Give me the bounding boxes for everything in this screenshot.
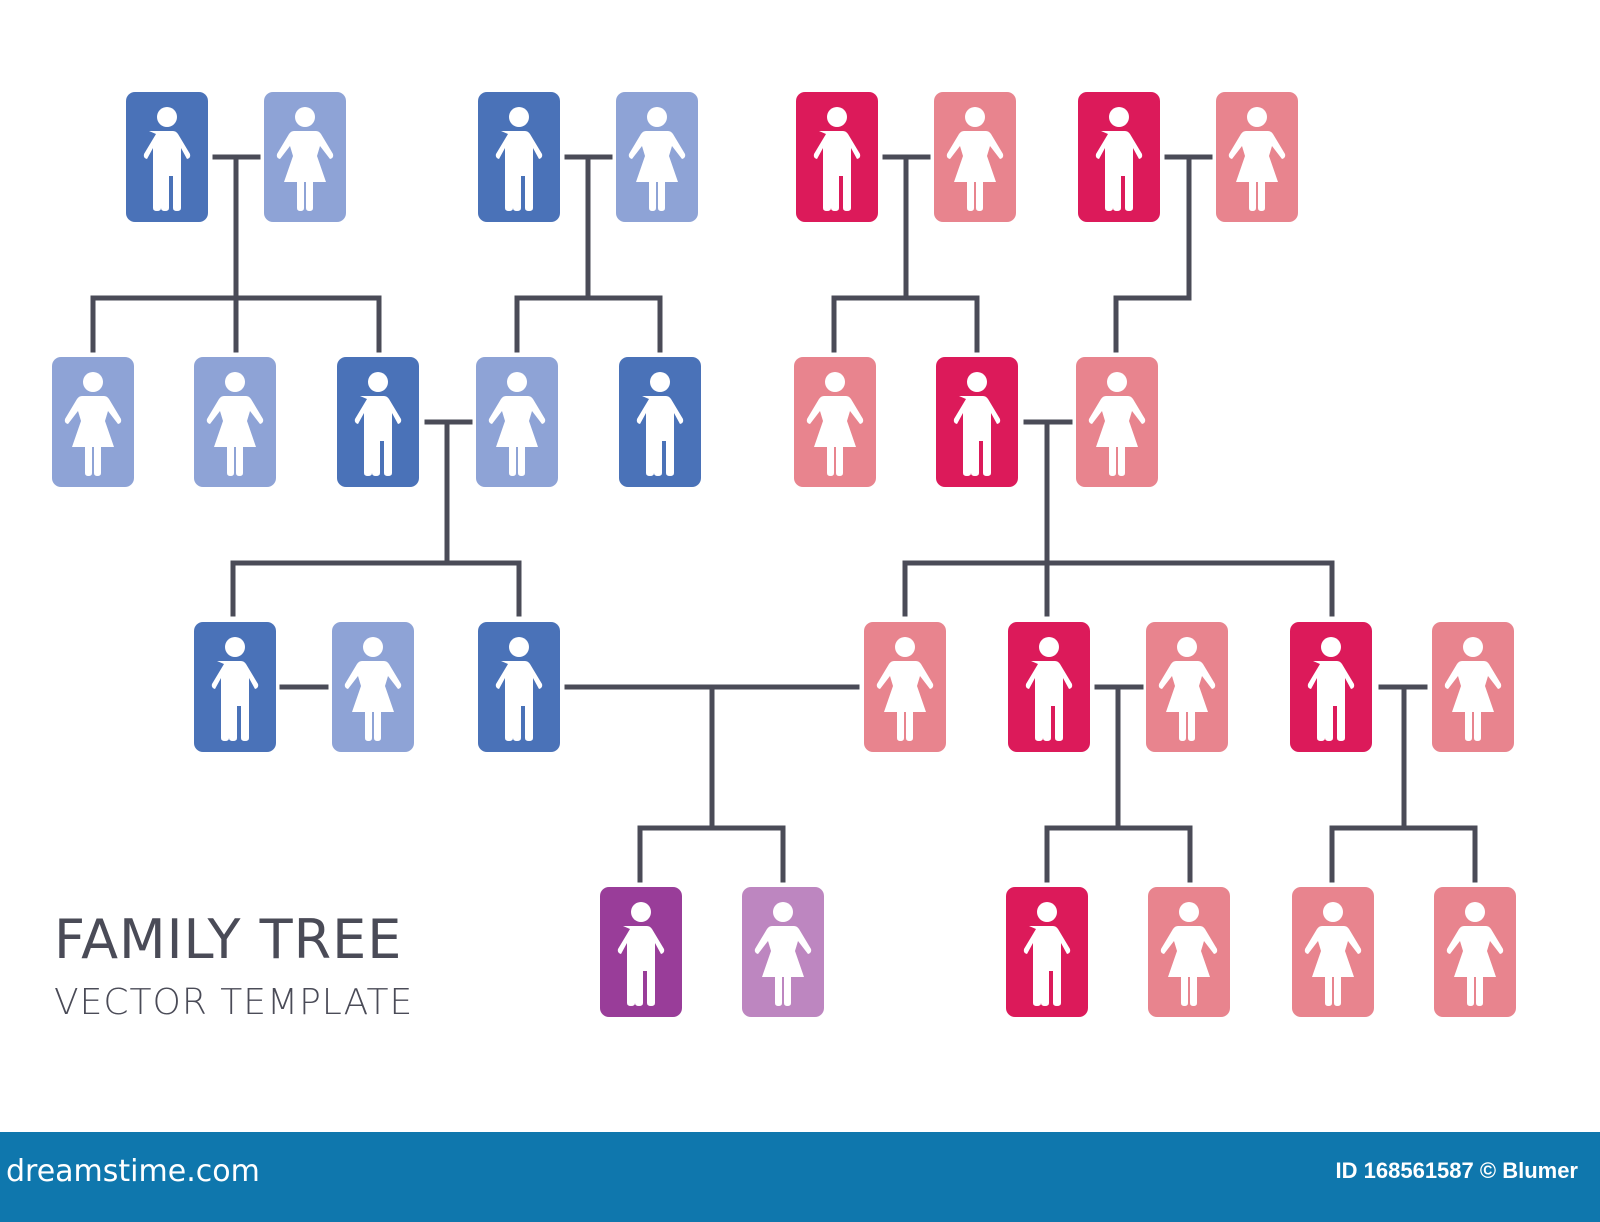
connector-lines [90, 154, 1478, 883]
person-card-female [1216, 92, 1298, 222]
person-card-male [337, 357, 419, 487]
person-card-female [194, 357, 276, 487]
person-card-male [619, 357, 701, 487]
family-tree-diagram [52, 92, 1516, 1017]
person-card-male [1078, 92, 1160, 222]
person-card-male [478, 92, 560, 222]
person-card-female [1076, 357, 1158, 487]
person-card-female [742, 887, 824, 1017]
person-card-female [934, 92, 1016, 222]
person-cards [52, 92, 1516, 1017]
person-card-female [616, 92, 698, 222]
person-card-female [794, 357, 876, 487]
person-card-male [1290, 622, 1372, 752]
person-card-female [52, 357, 134, 487]
footer-bar: dreamstime.com ID 168561587 © Blumer [0, 1132, 1600, 1222]
person-card-female [1292, 887, 1374, 1017]
person-card-female [1146, 622, 1228, 752]
image-credit: ID 168561587 © Blumer [1335, 1158, 1578, 1183]
person-card-female [264, 92, 346, 222]
person-card-female [1434, 887, 1516, 1017]
person-card-male [1008, 622, 1090, 752]
person-card-female [1148, 887, 1230, 1017]
person-card-male [478, 622, 560, 752]
person-card-male [936, 357, 1018, 487]
person-card-male [600, 887, 682, 1017]
person-card-male [194, 622, 276, 752]
person-card-female [1432, 622, 1514, 752]
person-card-male [126, 92, 208, 222]
person-card-female [476, 357, 558, 487]
person-card-female [332, 622, 414, 752]
diagram-subtitle: VECTOR TEMPLATE [54, 982, 414, 1023]
diagram-title: FAMILY TREE [54, 908, 403, 971]
person-card-male [1006, 887, 1088, 1017]
dreamstime-logo[interactable]: dreamstime.com [6, 1154, 260, 1189]
person-card-female [864, 622, 946, 752]
person-card-male [796, 92, 878, 222]
